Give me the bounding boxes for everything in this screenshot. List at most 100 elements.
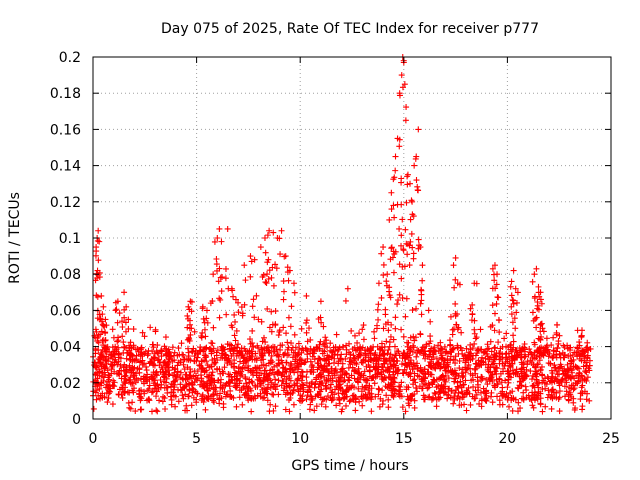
data-point [271,371,278,378]
data-point [262,279,269,286]
data-point [553,354,560,361]
data-point [404,181,411,188]
data-point [285,314,292,321]
data-point [263,388,270,395]
data-point [280,351,287,358]
data-point [564,361,571,368]
data-point [268,308,275,315]
data-point [362,391,369,398]
data-point [371,335,378,342]
data-point [209,391,216,398]
data-point [351,332,358,339]
data-point [383,338,390,345]
data-point [565,397,572,404]
data-point [470,383,477,390]
data-point [178,340,185,347]
data-point [267,401,274,408]
data-point [258,370,265,377]
data-point [421,396,428,403]
data-point [175,345,182,352]
data-point [100,303,107,310]
data-point [298,368,305,375]
data-point [217,296,224,303]
data-point [389,254,396,261]
y-tick-label: 0.18 [50,86,81,102]
data-point [311,350,318,357]
data-point [549,395,556,402]
data-point [361,368,368,375]
data-point [299,345,306,352]
data-point [242,374,249,381]
data-point [318,401,325,408]
data-point [579,382,586,389]
data-point [121,306,128,313]
data-point [251,393,258,400]
data-point [189,348,196,355]
data-point [351,375,358,382]
data-point [283,359,290,366]
data-point [275,360,282,367]
data-point [112,299,119,306]
data-point [354,339,361,346]
data-point [554,371,561,378]
data-point [163,379,170,386]
data-point [164,364,171,371]
data-point [534,380,541,387]
data-point [130,326,137,333]
data-point [509,296,516,303]
data-point [378,250,385,257]
data-point [414,350,421,357]
data-point [260,378,267,385]
data-point [564,342,571,349]
data-point [445,375,452,382]
data-point [150,354,157,361]
data-point [153,407,160,414]
data-point [115,334,122,341]
data-point [105,354,112,361]
data-point [163,384,170,391]
data-point [373,325,380,332]
data-point [257,244,264,251]
data-point [252,364,259,371]
data-point [525,392,532,399]
data-point [203,307,210,314]
data-point [534,361,541,368]
data-point [288,340,295,347]
x-tick-label: 20 [498,431,516,447]
data-point [195,351,202,358]
data-point [184,364,191,371]
data-point [103,381,110,388]
data-point [334,352,341,359]
data-point [535,360,542,367]
data-point [426,393,433,400]
data-point [233,403,240,410]
data-point [237,358,244,365]
data-point [272,322,279,329]
data-point [375,301,382,308]
data-point [216,314,223,321]
data-point [346,358,353,365]
y-tick-label: 0.1 [59,231,81,247]
data-point [413,177,420,184]
data-point [494,381,501,388]
data-point [291,331,298,338]
data-point [326,369,333,376]
data-point [157,377,164,384]
data-point [261,370,268,377]
data-point [268,274,275,281]
data-point [458,329,465,336]
data-point [246,353,253,360]
data-point [215,278,222,285]
data-point [278,227,285,234]
data-point [391,343,398,350]
data-point [287,362,294,369]
data-point [531,271,538,278]
data-point [556,332,563,339]
data-point [366,383,373,390]
data-point [249,340,256,347]
data-point [276,361,283,368]
data-point [102,337,109,344]
data-point [141,360,148,367]
data-point [407,216,414,223]
data-point [522,383,529,390]
